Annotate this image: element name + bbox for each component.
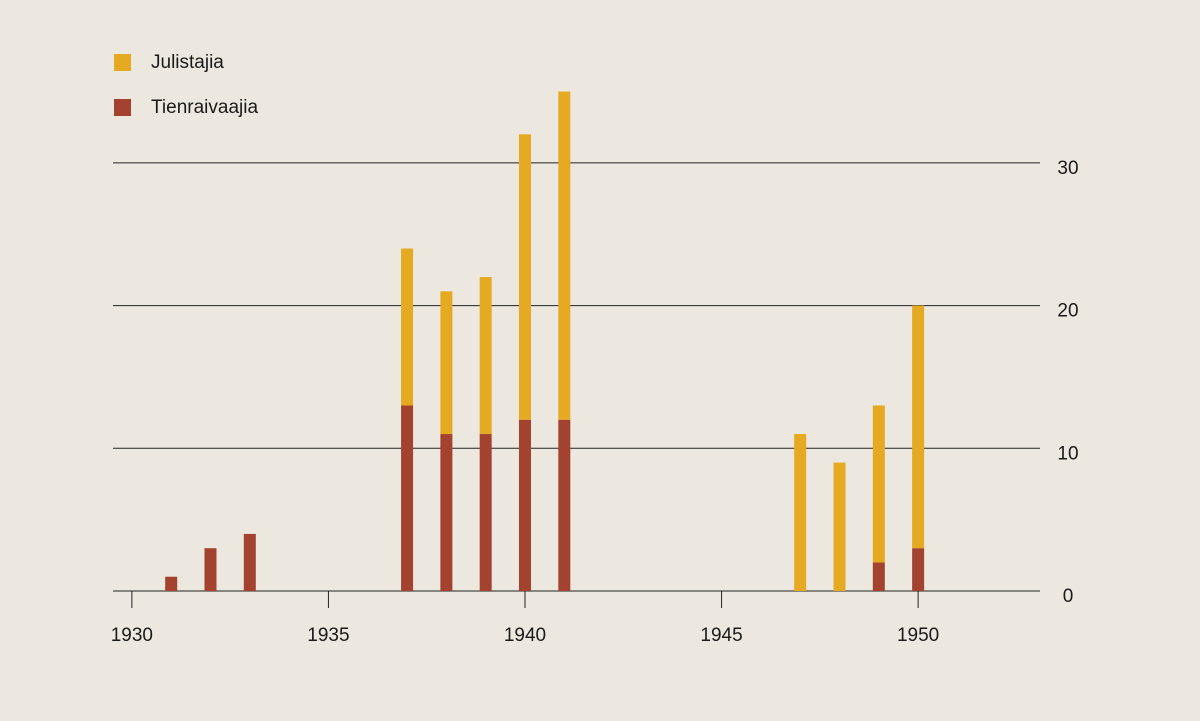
y-tick-label: 30: [1057, 158, 1078, 179]
legend-label: Julistajia: [151, 52, 224, 73]
bar: [204, 548, 217, 591]
legend-label: Tienraivaajia: [151, 97, 258, 118]
bar: [558, 419, 571, 591]
bar: [479, 277, 492, 435]
bar: [872, 405, 885, 563]
bar: [401, 405, 414, 591]
x-tick-label: 1940: [504, 625, 546, 646]
x-tick-label: 1945: [700, 625, 742, 646]
bar: [558, 91, 571, 420]
legend-swatch: [114, 99, 131, 116]
bar: [519, 419, 531, 591]
bar: [479, 434, 492, 591]
legend-swatch: [114, 54, 131, 71]
bar: [243, 533, 256, 591]
bar: [872, 562, 885, 591]
y-tick-label: 20: [1057, 301, 1078, 322]
bar: [165, 576, 178, 591]
bar: [519, 134, 531, 420]
bar: [912, 548, 925, 591]
bar: [912, 305, 925, 549]
x-tick-label: 1950: [897, 625, 939, 646]
y-tick-label: 0: [1063, 586, 1074, 607]
bar: [440, 291, 453, 435]
bar: [794, 434, 807, 591]
y-tick-label: 10: [1057, 443, 1078, 464]
bar: [440, 434, 453, 591]
x-tick-label: 1930: [111, 625, 153, 646]
x-tick-label: 1935: [307, 625, 349, 646]
bar: [401, 248, 414, 406]
bar: [833, 462, 846, 591]
